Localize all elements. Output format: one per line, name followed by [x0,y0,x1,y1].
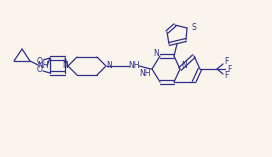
Text: O: O [37,65,43,73]
Text: NH: NH [128,62,140,70]
Text: N: N [62,62,68,70]
Text: N: N [181,62,187,70]
Text: F: F [224,57,228,67]
Text: N: N [106,62,112,70]
Text: NH: NH [139,68,151,78]
Text: O: O [37,57,43,67]
Text: NH: NH [37,62,49,70]
Text: N: N [153,49,159,57]
Text: S: S [192,22,196,32]
Text: F: F [227,65,231,73]
Text: F: F [224,71,228,81]
